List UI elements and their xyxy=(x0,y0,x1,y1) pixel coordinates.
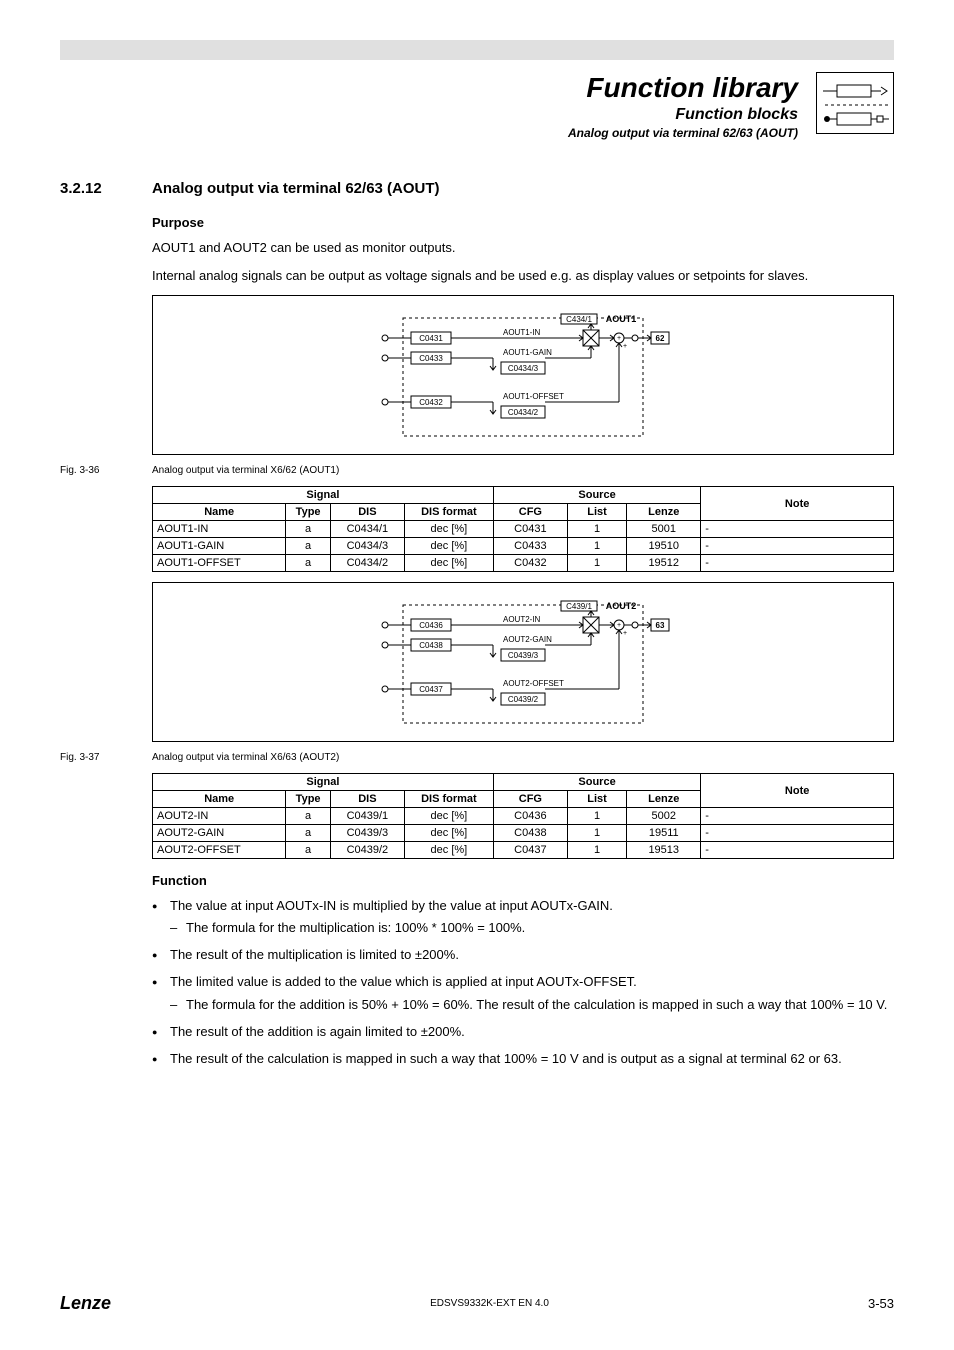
svg-text:C0436: C0436 xyxy=(419,621,443,630)
bullet-3-sub: The formula for the addition is 50% + 10… xyxy=(170,995,894,1015)
svg-text:+: + xyxy=(617,335,621,342)
svg-text:62: 62 xyxy=(656,334,665,343)
signal-table-1: SignalSourceNoteNameTypeDISDIS formatCFG… xyxy=(152,486,894,572)
svg-text:+: + xyxy=(623,343,627,350)
section-title: Analog output via terminal 62/63 (AOUT) xyxy=(152,180,440,197)
svg-text:63: 63 xyxy=(656,621,665,630)
svg-text:AOUT2-OFFSET: AOUT2-OFFSET xyxy=(503,679,564,688)
svg-text:AOUT1-GAIN: AOUT1-GAIN xyxy=(503,348,552,357)
fig2-caption: Fig. 3-37 Analog output via terminal X6/… xyxy=(152,752,894,763)
svg-text:AOUT2: AOUT2 xyxy=(606,601,637,611)
fig1-caption: Fig. 3-36 Analog output via terminal X6/… xyxy=(152,465,894,476)
section-heading: 3.2.12 Analog output via terminal 62/63 … xyxy=(60,180,894,197)
diagram-aout1: C434/1 AOUT1 62 + C0431 AOUT1-IN C0433 AOUT1-GA… xyxy=(152,295,894,455)
diagram-aout2: C439/1 AOUT2 63 + C0436 AOUT2-IN C0438 AOUT2-GA… xyxy=(152,582,894,742)
bullet-1: The value at input AOUTx-IN is multiplie… xyxy=(152,896,894,938)
footer-logo: Lenze xyxy=(60,1293,111,1314)
fig2-label: Fig. 3-37 xyxy=(60,752,152,763)
svg-text:C0432: C0432 xyxy=(419,398,443,407)
fig1-text: Analog output via terminal X6/62 (AOUT1) xyxy=(152,465,339,476)
bullet-3: The limited value is added to the value … xyxy=(152,972,894,1014)
fig2-text: Analog output via terminal X6/63 (AOUT2) xyxy=(152,752,339,763)
bullet-5: The result of the calculation is mapped … xyxy=(152,1049,894,1069)
bullet-4: The result of the addition is again limi… xyxy=(152,1022,894,1042)
svg-text:C0438: C0438 xyxy=(419,641,443,650)
footer-page: 3-53 xyxy=(868,1296,894,1311)
page-header: Function library Function blocks Analog … xyxy=(60,72,894,140)
header-subtitle: Function blocks xyxy=(568,106,798,124)
fig1-label: Fig. 3-36 xyxy=(60,465,152,476)
function-heading: Function xyxy=(152,873,894,888)
svg-text:C439/1: C439/1 xyxy=(566,602,592,611)
footer-docid: EDSVS9332K-EXT EN 4.0 xyxy=(430,1298,549,1309)
header-subtitle2: Analog output via terminal 62/63 (AOUT) xyxy=(568,126,798,140)
svg-text:C0439/3: C0439/3 xyxy=(508,651,539,660)
bullet-2: The result of the multiplication is limi… xyxy=(152,945,894,965)
svg-text:C434/1: C434/1 xyxy=(566,315,592,324)
svg-text:C0439/2: C0439/2 xyxy=(508,695,539,704)
svg-text:+: + xyxy=(623,630,627,637)
svg-text:+: + xyxy=(617,622,621,629)
svg-text:AOUT1-IN: AOUT1-IN xyxy=(503,328,541,337)
svg-text:C0433: C0433 xyxy=(419,354,443,363)
section-number: 3.2.12 xyxy=(60,180,130,197)
bullet-1-sub: The formula for the multiplication is: 1… xyxy=(170,918,894,938)
svg-text:AOUT2-GAIN: AOUT2-GAIN xyxy=(503,635,552,644)
svg-text:C0437: C0437 xyxy=(419,685,443,694)
svg-text:AOUT1: AOUT1 xyxy=(606,314,637,324)
purpose-p1: AOUT1 and AOUT2 can be used as monitor o… xyxy=(152,238,894,258)
block-icon xyxy=(816,72,894,134)
header-title: Function library xyxy=(568,72,798,104)
svg-text:C0434/3: C0434/3 xyxy=(508,364,539,373)
svg-text:C0434/2: C0434/2 xyxy=(508,408,539,417)
header-bar xyxy=(60,40,894,60)
purpose-p2: Internal analog signals can be output as… xyxy=(152,266,894,286)
svg-text:C0431: C0431 xyxy=(419,334,443,343)
function-list: The value at input AOUTx-IN is multiplie… xyxy=(152,896,894,1069)
svg-text:AOUT1-OFFSET: AOUT1-OFFSET xyxy=(503,392,564,401)
purpose-heading: Purpose xyxy=(152,215,894,230)
signal-table-2: SignalSourceNoteNameTypeDISDIS formatCFG… xyxy=(152,773,894,859)
page-footer: Lenze EDSVS9332K-EXT EN 4.0 3-53 xyxy=(60,1293,894,1314)
svg-text:AOUT2-IN: AOUT2-IN xyxy=(503,615,541,624)
